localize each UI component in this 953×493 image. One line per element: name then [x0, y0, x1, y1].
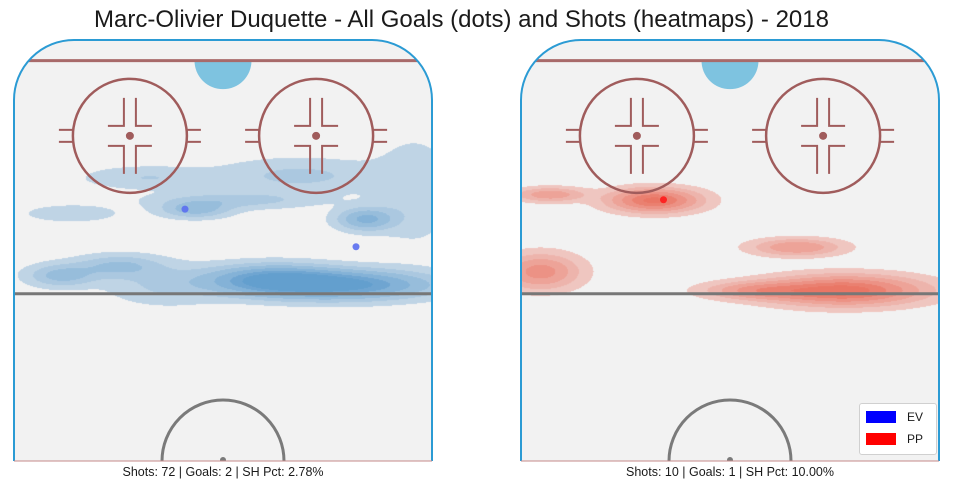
center-circle	[160, 398, 286, 461]
goal-dot	[352, 243, 360, 251]
goal-crease	[194, 60, 252, 90]
faceoff-circle-right	[752, 77, 895, 195]
faceoff-circle-right	[245, 77, 388, 195]
pp-caption: Shots: 10 | Goals: 1 | SH Pct: 10.00%	[626, 465, 834, 479]
legend-item-pp: PP	[866, 432, 923, 446]
center-circle	[667, 398, 793, 461]
shot-heatmap	[14, 40, 432, 461]
legend-label-pp: PP	[907, 432, 924, 446]
rink-panel-ev	[13, 39, 433, 462]
goal-dot	[181, 205, 189, 213]
legend-swatch-pp	[866, 433, 896, 445]
legend-label-ev: EV	[907, 410, 924, 424]
rink-panel-pp	[520, 39, 940, 462]
center-dot	[220, 457, 226, 461]
goal-dot	[660, 196, 667, 204]
ev-caption: Shots: 72 | Goals: 2 | SH Pct: 2.78%	[122, 465, 324, 479]
legend-swatch-ev	[866, 411, 896, 423]
goal-crease	[701, 60, 759, 90]
faceoff-circle-left	[58, 77, 201, 195]
legend-item-ev: EV	[866, 410, 923, 424]
rink-boards	[520, 39, 940, 461]
center-dot	[727, 457, 733, 461]
legend: EV PP	[859, 403, 937, 455]
rink-boards	[13, 39, 433, 461]
shot-heatmap	[521, 40, 939, 461]
faceoff-circle-left	[565, 77, 708, 195]
chart-title: Marc-Olivier Duquette - All Goals (dots)…	[94, 6, 829, 33]
